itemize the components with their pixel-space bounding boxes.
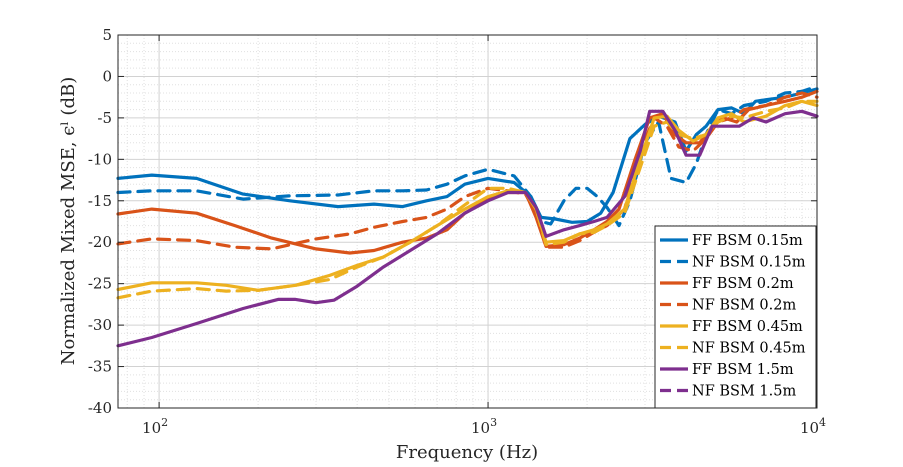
x-axis-label: Frequency (Hz) [396, 442, 538, 463]
legend-box [654, 225, 817, 409]
legend: FF BSM 0.15m NF BSM 0.15m FF BSM 0.2m NF BS… [654, 225, 817, 409]
x-tick-label: 103 [471, 416, 497, 437]
legend-label: NF BSM 0.45m [692, 341, 806, 357]
legend-label: NF BSM 0.2m [692, 298, 796, 314]
y-tick-label: -20 [88, 233, 112, 251]
y-tick-label: -40 [88, 399, 112, 417]
y-tick-label: -35 [88, 358, 112, 376]
x-tick-label: 102 [142, 416, 168, 437]
plot-frame [117, 34, 818, 409]
series-line-2 [116, 84, 819, 228]
y-tick-label: -5 [97, 109, 112, 127]
legend-label: NF BSM 0.15m [692, 255, 806, 271]
legend-label: NF BSM 1.5m [692, 384, 796, 400]
y-tick-label: 0 [102, 67, 112, 85]
y-tick-label: -10 [88, 150, 112, 168]
x-tick-label: 104 [800, 416, 826, 437]
legend-label: FF BSM 1.5m [692, 362, 794, 378]
series-lines [116, 84, 819, 348]
axis-ticks: 5 0 -5 -10 -15 -20 -25 -30 -35 -40 102 103 104 [88, 26, 826, 437]
y-tick-label: 5 [102, 26, 112, 44]
series-line-1 [116, 87, 819, 224]
legend-label: FF BSM 0.15m [692, 233, 803, 249]
y-tick-label: -15 [88, 192, 112, 210]
y-tick-label: -25 [88, 275, 112, 293]
y-tick-label: -30 [88, 316, 112, 334]
series-line-7 [116, 109, 819, 348]
legend-label: FF BSM 0.2m [692, 276, 794, 292]
legend-label: FF BSM 0.45m [692, 319, 803, 335]
series-line-6 [116, 99, 819, 300]
y-axis-label: Normalized Mixed MSE, ϵˡ (dB) [58, 77, 79, 365]
